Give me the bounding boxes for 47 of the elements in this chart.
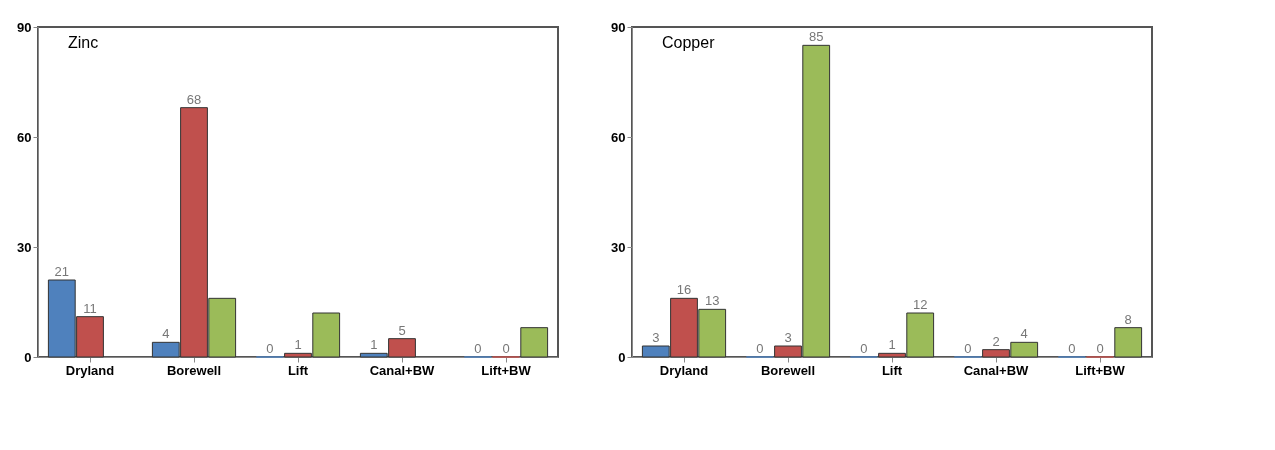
x-tick-label: Lift+BW xyxy=(481,362,532,378)
x-tick-label: Lift xyxy=(881,362,903,378)
y-tick-label: 60 xyxy=(17,129,32,145)
data-label: 13 xyxy=(704,293,720,309)
chart-title: Copper xyxy=(662,34,716,51)
data-label: 11 xyxy=(83,300,97,316)
y-tick-label: 30 xyxy=(611,239,626,255)
y-tick-label: 90 xyxy=(17,19,32,35)
x-tick-label: Dryland xyxy=(65,362,115,378)
y-tick-label: 60 xyxy=(611,129,626,145)
bar xyxy=(520,327,549,358)
x-tick-label: Canal+BW xyxy=(369,362,436,378)
data-label: 5 xyxy=(398,322,406,338)
y-tick-label: 0 xyxy=(618,349,626,365)
data-label: 2 xyxy=(992,333,1000,349)
data-label: 4 xyxy=(1020,326,1028,342)
chart-title: Zinc xyxy=(68,34,99,51)
data-label: 1 xyxy=(294,337,302,353)
data-label: 3 xyxy=(652,330,660,345)
data-label: 16 xyxy=(676,282,692,298)
y-tick-label: 30 xyxy=(17,239,32,255)
data-label: 0 xyxy=(266,341,274,356)
data-label: 85 xyxy=(808,29,824,45)
x-tick-label: Borewell xyxy=(166,362,222,378)
data-label: 0 xyxy=(964,341,972,356)
data-label: 3 xyxy=(784,330,792,345)
data-label: 0 xyxy=(502,341,510,356)
y-tick-label: 0 xyxy=(24,349,32,365)
data-label: 0 xyxy=(1068,341,1076,356)
data-label: 8 xyxy=(1124,311,1132,327)
data-label: 0 xyxy=(1096,341,1104,356)
data-label: 12 xyxy=(912,297,928,312)
data-label: 1 xyxy=(888,337,896,353)
data-label: 1 xyxy=(370,337,378,353)
data-label: 0 xyxy=(474,341,482,356)
data-label: 0 xyxy=(756,341,764,356)
data-label: 68 xyxy=(186,91,202,107)
data-label: 21 xyxy=(54,264,70,279)
x-tick-label: Dryland xyxy=(659,362,709,378)
x-tick-label: Lift xyxy=(287,362,309,378)
x-tick-label: Lift+BW xyxy=(1075,362,1126,378)
x-tick-label: Borewell xyxy=(760,362,816,378)
data-label: 0 xyxy=(860,341,868,356)
y-tick-label: 90 xyxy=(611,19,626,35)
x-tick-label: Canal+BW xyxy=(963,362,1030,378)
data-label: 4 xyxy=(162,326,170,342)
bar xyxy=(1114,327,1143,358)
